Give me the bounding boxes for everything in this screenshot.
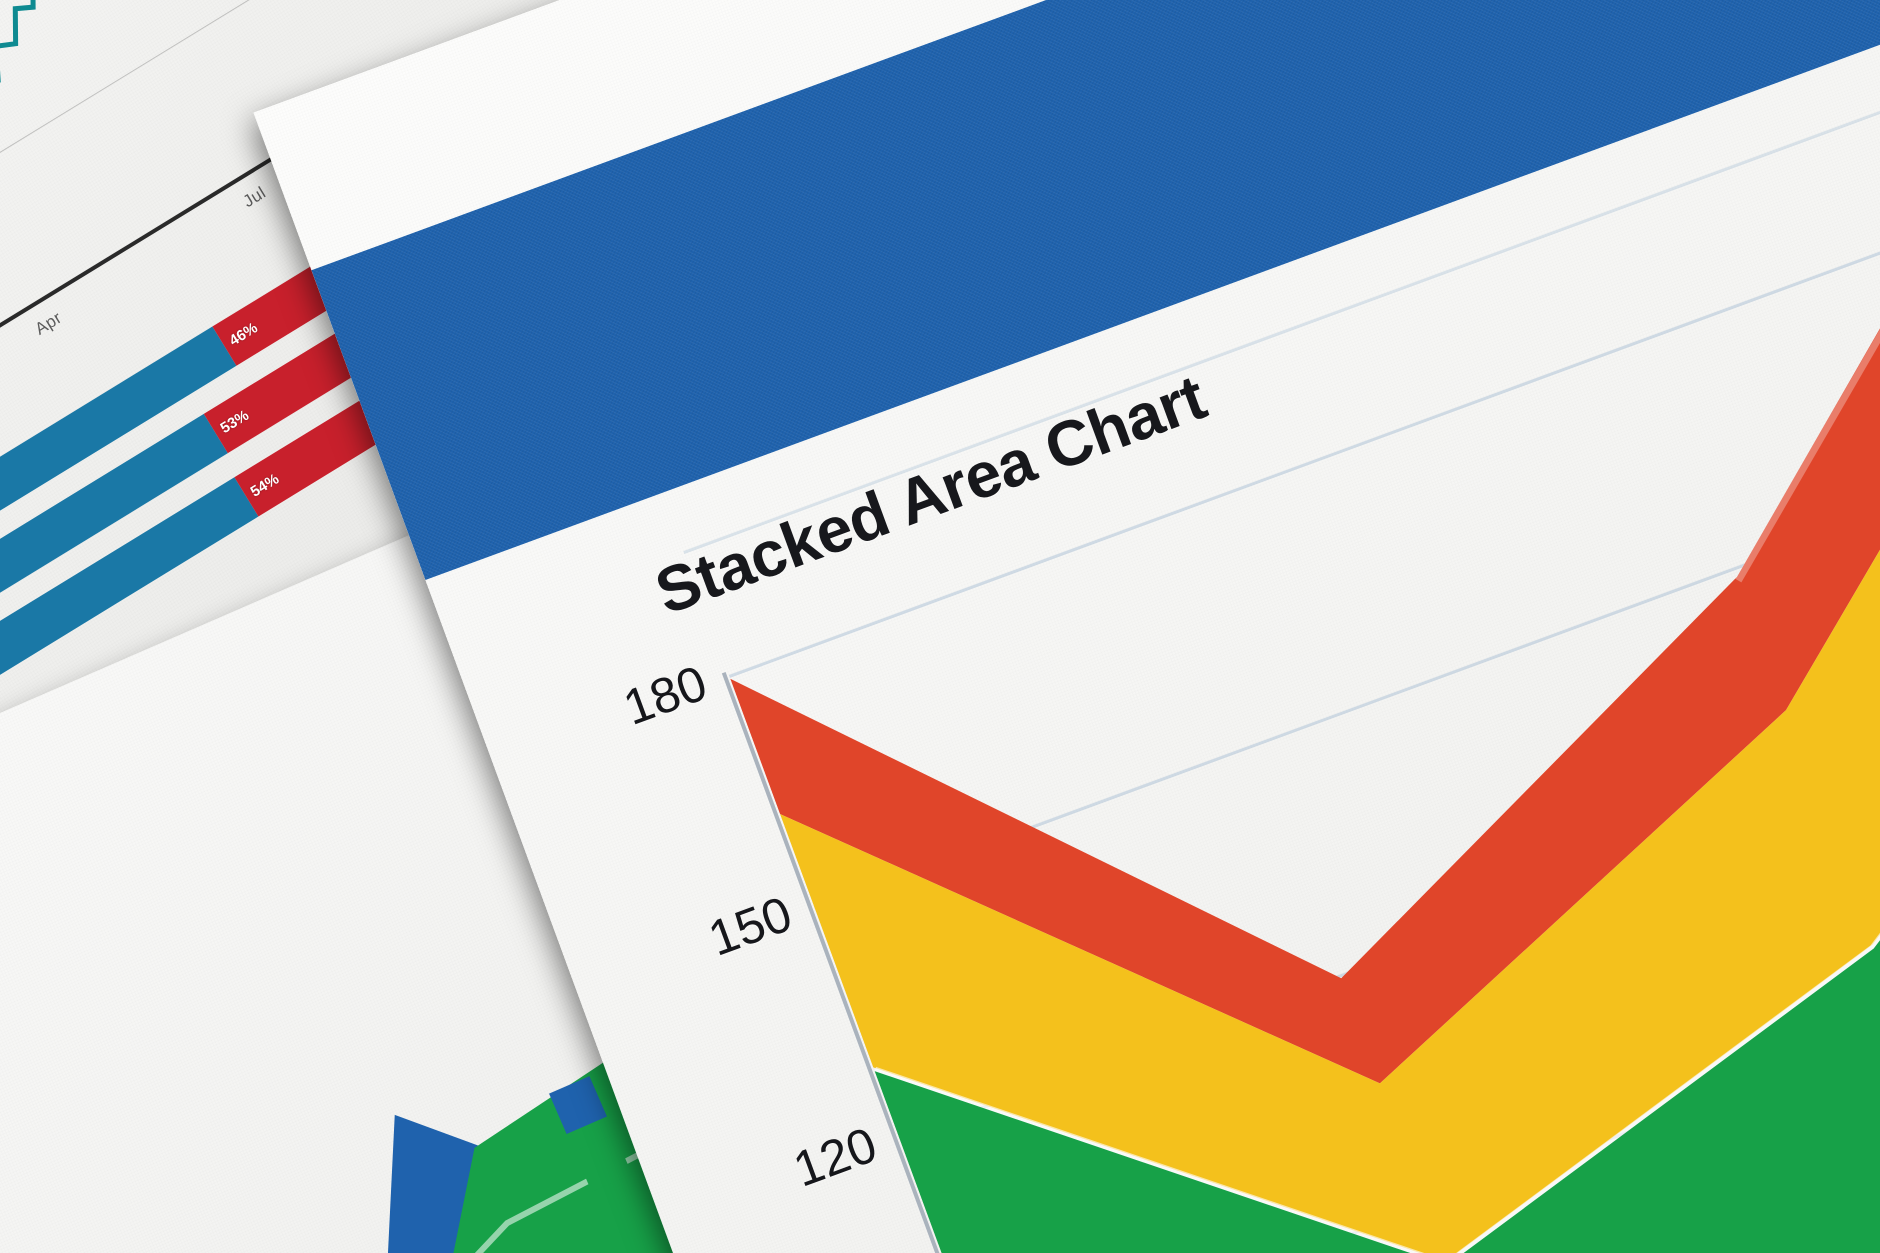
y-tick-180: 180 [616, 654, 715, 736]
line-chart-tick-apr: Apr [31, 307, 66, 339]
y-tick-150: 150 [701, 885, 799, 967]
bar-label-1: 46% [226, 319, 261, 350]
area-series-yellow [779, 207, 1880, 1253]
area-series-red [730, 68, 1880, 1084]
bar-label-2: 53% [217, 406, 252, 438]
bar-label-3: 54% [247, 470, 283, 501]
y-tick-120: 120 [786, 1116, 884, 1198]
main-report-sheet: Stacked Area Chart 180 150 120 90 [253, 0, 1880, 1253]
stacked-area-plot [728, 68, 1880, 1253]
line-chart-tick-jul: Jul [239, 182, 270, 212]
